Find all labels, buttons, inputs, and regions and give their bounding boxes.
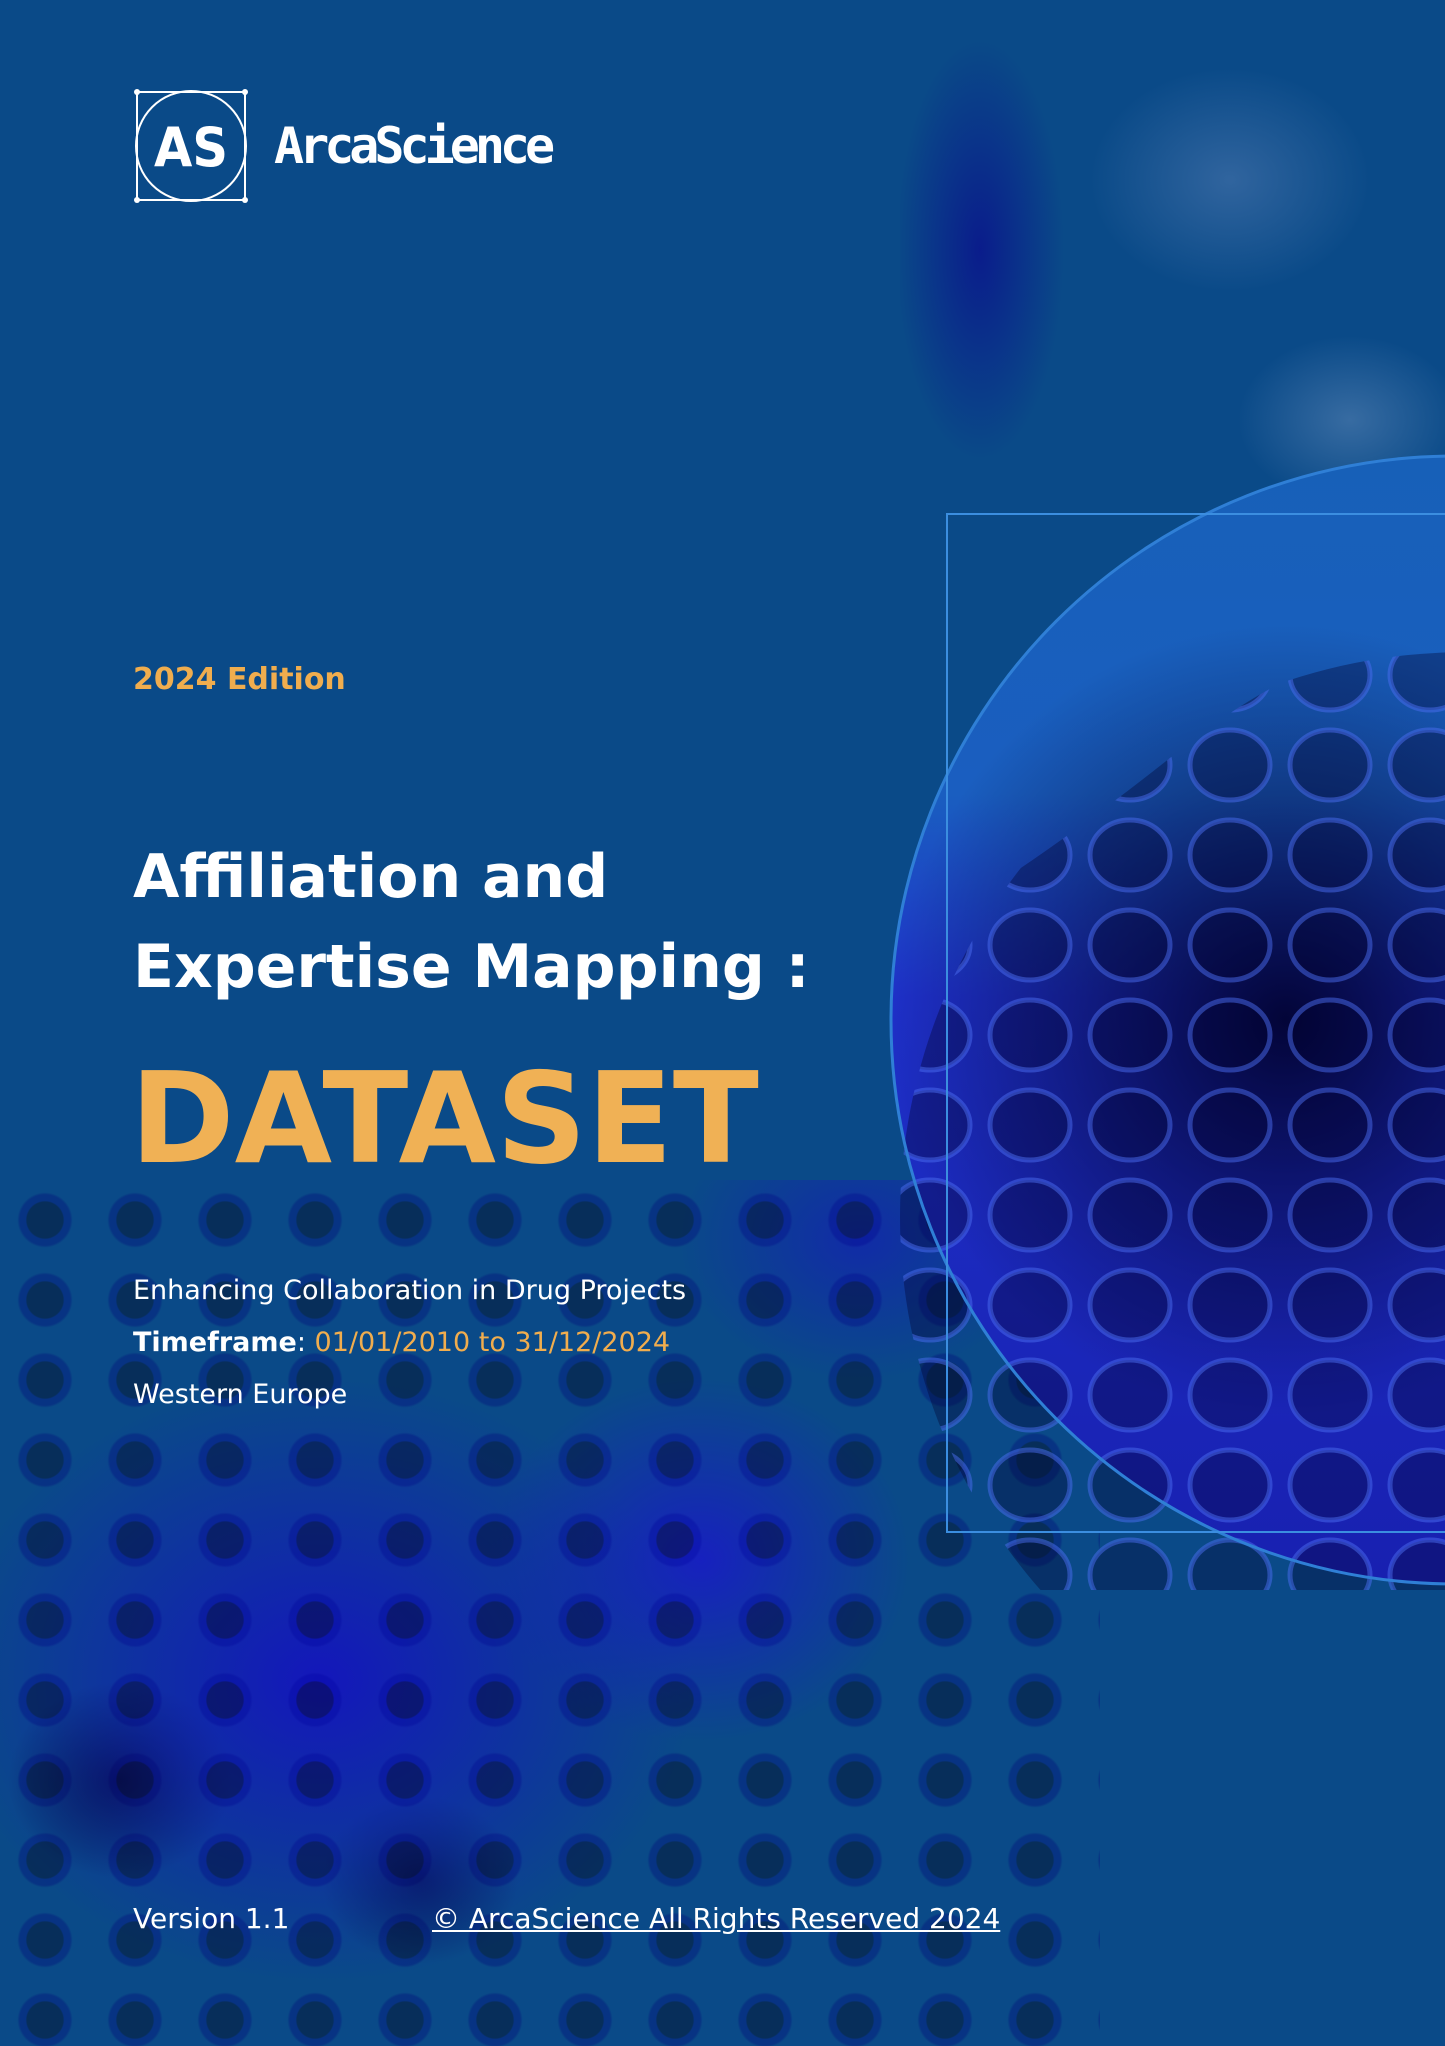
- title-highlight: DATASET: [130, 1045, 759, 1192]
- version-label: Version 1.1: [133, 1902, 290, 1935]
- details: Enhancing Collaboration in Drug Projects…: [133, 1265, 686, 1421]
- brand-name: ArcaScience: [274, 117, 555, 175]
- title-line-1: Affiliation and: [133, 842, 609, 912]
- svg-text:AS: AS: [154, 116, 228, 179]
- decorative-frame: [946, 513, 1445, 1533]
- page-title: Affiliation and Expertise Mapping :: [133, 832, 810, 1012]
- timeframe: Timeframe: 01/01/2010 to 31/12/2024: [133, 1317, 686, 1369]
- timeframe-separator: :: [296, 1327, 315, 1358]
- timeframe-value: 01/01/2010 to 31/12/2024: [314, 1327, 671, 1358]
- region: Western Europe: [133, 1379, 348, 1410]
- edition-label: 2024 Edition: [133, 662, 346, 697]
- title-line-2: Expertise Mapping :: [133, 932, 810, 1002]
- logo-monogram-icon: AS: [134, 89, 248, 203]
- logo: AS ArcaScience: [133, 88, 555, 204]
- timeframe-label: Timeframe: [133, 1327, 297, 1358]
- subtitle: Enhancing Collaboration in Drug Projects: [133, 1275, 687, 1306]
- decorative-circle-image: [889, 454, 1445, 1590]
- copyright-link[interactable]: © ArcaScience All Rights Reserved 2024: [432, 1902, 1001, 1935]
